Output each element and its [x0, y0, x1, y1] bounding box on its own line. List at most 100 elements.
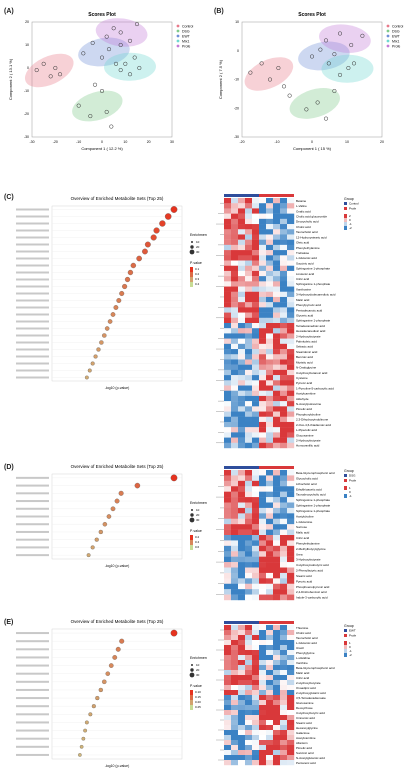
- heatmap-cell: [280, 680, 288, 686]
- metabolite-label: Lithocholic acid: [296, 482, 317, 486]
- pvalue-gradient-step: [190, 282, 193, 287]
- heatmap-cell: [287, 354, 295, 360]
- data-point-mix1: [127, 72, 133, 77]
- heatmap-cell: [252, 705, 260, 711]
- heatmap-cell: [224, 349, 232, 355]
- heatmap-cell: [287, 625, 295, 631]
- pathway-label-placeholder: [16, 530, 49, 533]
- metabolite-label: Galactose: [296, 731, 310, 735]
- heatmap-cell: [224, 625, 232, 631]
- heatmap-cell: [231, 705, 239, 711]
- data-point-mix1: [346, 65, 351, 71]
- heatmap-cell: [252, 427, 260, 433]
- heat-scale-step: [344, 653, 347, 657]
- metabolite-label: Malic acid: [296, 671, 310, 675]
- heat-group-label: Control: [349, 202, 359, 206]
- heatmap-cell: [238, 715, 246, 721]
- metabolite-label: Phenylpyruvic acid: [296, 303, 321, 307]
- heatmap-cell: [259, 349, 267, 355]
- heatmap-cell: [252, 265, 260, 272]
- heatmap-cell: [259, 740, 267, 746]
- metabolite-label: Citric acid: [296, 277, 310, 281]
- metabolite-label: Deoxyribose: [296, 706, 313, 710]
- group-bar-1: [224, 194, 259, 197]
- heatmap-cell: [252, 730, 260, 736]
- heatmap-cell: [252, 715, 260, 721]
- heatmap-cell: [224, 567, 232, 574]
- heatmap-cell: [259, 416, 267, 423]
- heatmap-cell: [259, 755, 267, 761]
- data-point-profe: [111, 26, 116, 31]
- pvalue-legend-label: 0.10: [195, 690, 201, 694]
- heatmap-cell: [266, 364, 274, 371]
- data-point-dsg: [323, 116, 329, 121]
- heatmap-cell: [287, 218, 295, 225]
- heatmap-cell: [280, 333, 288, 339]
- heatmap-cell: [287, 535, 295, 541]
- metabolite-label: Stearic acid: [296, 574, 312, 578]
- heatmap-cell: [238, 589, 246, 595]
- heatmap-cell: [252, 583, 260, 590]
- data-point-dsg: [332, 88, 337, 94]
- heatmap-cell: [245, 291, 253, 298]
- heatmap-cell: [280, 317, 288, 324]
- heatmap-cell: [245, 720, 253, 726]
- heatmap-cell: [231, 224, 239, 230]
- heatmap-cell: [259, 375, 267, 381]
- metabolite-label: Pimelic acid: [296, 746, 312, 750]
- heatmap-cell: [224, 497, 232, 503]
- heatmap-cell: [287, 513, 295, 519]
- heat-group-swatch: [344, 202, 347, 205]
- enrichment-dot: [170, 474, 178, 482]
- metabolite-label: 2-Methylbutyrylglycine: [296, 547, 326, 551]
- heatmap-cell: [273, 198, 281, 204]
- confidence-ellipse-dsg: [289, 88, 340, 119]
- heatmap-cell: [259, 760, 267, 766]
- heatmap-cell: [231, 650, 239, 656]
- metabolite-label: Sphingosine 1-phosphate: [296, 267, 330, 271]
- heatmap-cell: [287, 239, 295, 246]
- enrichment-dot: [98, 529, 103, 535]
- metabolite-label: 2-Oxo-4,6-thiadienoic acid: [296, 423, 331, 427]
- heatmap-cell: [266, 480, 274, 487]
- heatmap-cell: [273, 286, 281, 292]
- enrichment-title: Overview of Enriched Metabolite Sets (To…: [71, 619, 164, 624]
- heatmap-cell: [287, 349, 295, 355]
- heatmap-cell: [245, 680, 253, 686]
- heatmap-cell: [252, 234, 260, 240]
- heatmap-cell: [273, 690, 281, 696]
- data-point-dsg: [315, 100, 320, 105]
- heat-scale-label: 0: [349, 645, 351, 649]
- metabolite-label: Stearic acid: [296, 721, 312, 725]
- heatmap-cell: [238, 328, 246, 334]
- heatmap-cell: [266, 401, 274, 407]
- heatmap-cell: [231, 406, 239, 412]
- enrichment-dot: [150, 234, 157, 241]
- enrichment-dot: [170, 206, 178, 213]
- heatmap-cell: [273, 730, 281, 736]
- heatmap-cell: [224, 432, 232, 438]
- heatmap-cell: [266, 700, 274, 706]
- heatmap-cell: [259, 655, 267, 661]
- heatmap-cell: [238, 380, 246, 386]
- legend-marker: [386, 24, 390, 28]
- heatmap-cell: [266, 375, 274, 381]
- heatmap-cell: [259, 750, 267, 756]
- heatmap-cell: [252, 760, 260, 766]
- pathway-label-placeholder: [16, 236, 49, 239]
- heatmap-cell: [266, 229, 274, 235]
- heatmap-cell: [287, 437, 295, 443]
- heatmap-cell: [287, 507, 295, 514]
- heatmap-cell: [238, 630, 246, 636]
- heatmap-cell: [252, 401, 260, 407]
- data-point-ewt: [106, 47, 112, 52]
- heatmap-cell: [231, 432, 239, 438]
- enrichment-title: Overview of Enriched Metabolite Sets (To…: [71, 464, 164, 469]
- heatmap-cell: [231, 255, 239, 261]
- metabolite-label: Sphingosine 1-phosphate: [296, 498, 330, 502]
- heatmap-cell: [287, 406, 295, 412]
- pvalue-legend-title: P-value: [190, 261, 202, 265]
- heatmap-cell: [245, 715, 253, 721]
- heatmap-cell: [245, 670, 253, 676]
